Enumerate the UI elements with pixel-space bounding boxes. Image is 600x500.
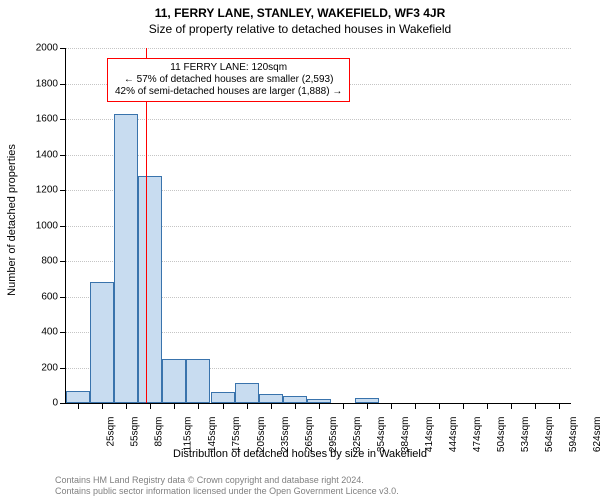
y-tick-label: 600 bbox=[18, 291, 58, 302]
x-tick bbox=[463, 403, 464, 409]
histogram-bar bbox=[211, 392, 235, 403]
histogram-bar bbox=[138, 176, 162, 403]
histogram-bar bbox=[66, 391, 90, 403]
x-tick-label: 504sqm bbox=[496, 417, 507, 453]
y-tick bbox=[60, 119, 66, 120]
annotation-line-1: 11 FERRY LANE: 120sqm bbox=[115, 62, 342, 74]
y-tick-label: 1600 bbox=[18, 114, 58, 125]
y-tick bbox=[60, 84, 66, 85]
y-tick bbox=[60, 226, 66, 227]
x-tick bbox=[415, 403, 416, 409]
x-tick-label: 414sqm bbox=[424, 417, 435, 453]
x-tick-label: 175sqm bbox=[231, 417, 242, 453]
gridline bbox=[66, 155, 571, 156]
x-tick bbox=[559, 403, 560, 409]
annotation-box: 11 FERRY LANE: 120sqm ← 57% of detached … bbox=[107, 58, 350, 102]
y-tick-label: 2000 bbox=[18, 43, 58, 54]
x-tick bbox=[511, 403, 512, 409]
y-tick-label: 1400 bbox=[18, 149, 58, 160]
x-tick bbox=[223, 403, 224, 409]
x-tick-label: 564sqm bbox=[544, 417, 555, 453]
x-tick-label: 85sqm bbox=[154, 417, 165, 447]
x-tick-label: 444sqm bbox=[448, 417, 459, 453]
x-tick-label: 624sqm bbox=[592, 417, 600, 453]
x-tick bbox=[126, 403, 127, 409]
histogram-bar bbox=[90, 282, 114, 403]
x-tick-label: 145sqm bbox=[207, 417, 218, 453]
footer-text: Contains HM Land Registry data © Crown c… bbox=[55, 475, 399, 497]
y-tick-label: 1200 bbox=[18, 185, 58, 196]
x-tick bbox=[367, 403, 368, 409]
histogram-bar bbox=[259, 394, 283, 403]
x-tick-label: 534sqm bbox=[520, 417, 531, 453]
chart-container: 11, FERRY LANE, STANLEY, WAKEFIELD, WF3 … bbox=[0, 0, 600, 500]
y-tick bbox=[60, 368, 66, 369]
y-tick bbox=[60, 190, 66, 191]
chart-title-sub: Size of property relative to detached ho… bbox=[0, 20, 600, 36]
x-tick bbox=[487, 403, 488, 409]
x-tick-label: 55sqm bbox=[130, 417, 141, 447]
x-tick bbox=[102, 403, 103, 409]
x-tick-label: 25sqm bbox=[106, 417, 117, 447]
x-tick bbox=[391, 403, 392, 409]
x-tick-label: 384sqm bbox=[400, 417, 411, 453]
footer-line-2: Contains public sector information licen… bbox=[55, 486, 399, 497]
y-tick-label: 800 bbox=[18, 256, 58, 267]
histogram-bar bbox=[186, 359, 210, 403]
y-tick bbox=[60, 48, 66, 49]
x-tick bbox=[247, 403, 248, 409]
x-tick bbox=[295, 403, 296, 409]
y-tick bbox=[60, 403, 66, 404]
y-tick bbox=[60, 332, 66, 333]
y-tick-label: 0 bbox=[18, 398, 58, 409]
y-tick bbox=[60, 155, 66, 156]
histogram-bar bbox=[162, 359, 186, 403]
x-tick bbox=[174, 403, 175, 409]
y-tick-label: 400 bbox=[18, 327, 58, 338]
gridline bbox=[66, 119, 571, 120]
gridline bbox=[66, 48, 571, 49]
x-axis-label: Distribution of detached houses by size … bbox=[0, 448, 600, 460]
x-tick-label: 295sqm bbox=[328, 417, 339, 453]
histogram-bar bbox=[283, 396, 307, 403]
y-tick-label: 200 bbox=[18, 362, 58, 373]
chart-title-main: 11, FERRY LANE, STANLEY, WAKEFIELD, WF3 … bbox=[0, 0, 600, 20]
y-tick-label: 1000 bbox=[18, 220, 58, 231]
x-tick-label: 235sqm bbox=[280, 417, 291, 453]
x-tick bbox=[150, 403, 151, 409]
x-tick-label: 115sqm bbox=[182, 417, 193, 452]
x-tick-label: 354sqm bbox=[376, 417, 387, 453]
annotation-line-3: 42% of semi-detached houses are larger (… bbox=[115, 86, 342, 98]
y-tick bbox=[60, 261, 66, 262]
x-tick-label: 205sqm bbox=[256, 417, 267, 453]
y-tick bbox=[60, 297, 66, 298]
x-tick-label: 594sqm bbox=[568, 417, 579, 453]
x-tick-label: 265sqm bbox=[304, 417, 315, 453]
footer-line-1: Contains HM Land Registry data © Crown c… bbox=[55, 475, 399, 486]
annotation-line-2: ← 57% of detached houses are smaller (2,… bbox=[115, 74, 342, 86]
x-tick bbox=[439, 403, 440, 409]
x-tick bbox=[271, 403, 272, 409]
x-tick-label: 325sqm bbox=[352, 417, 363, 453]
x-tick bbox=[198, 403, 199, 409]
x-tick bbox=[319, 403, 320, 409]
x-tick-label: 474sqm bbox=[472, 417, 483, 453]
histogram-bar bbox=[114, 114, 138, 403]
x-tick bbox=[535, 403, 536, 409]
x-tick bbox=[78, 403, 79, 409]
y-axis-label: Number of detached properties bbox=[6, 144, 18, 296]
y-tick-label: 1800 bbox=[18, 78, 58, 89]
x-tick bbox=[343, 403, 344, 409]
histogram-bar bbox=[235, 383, 259, 403]
